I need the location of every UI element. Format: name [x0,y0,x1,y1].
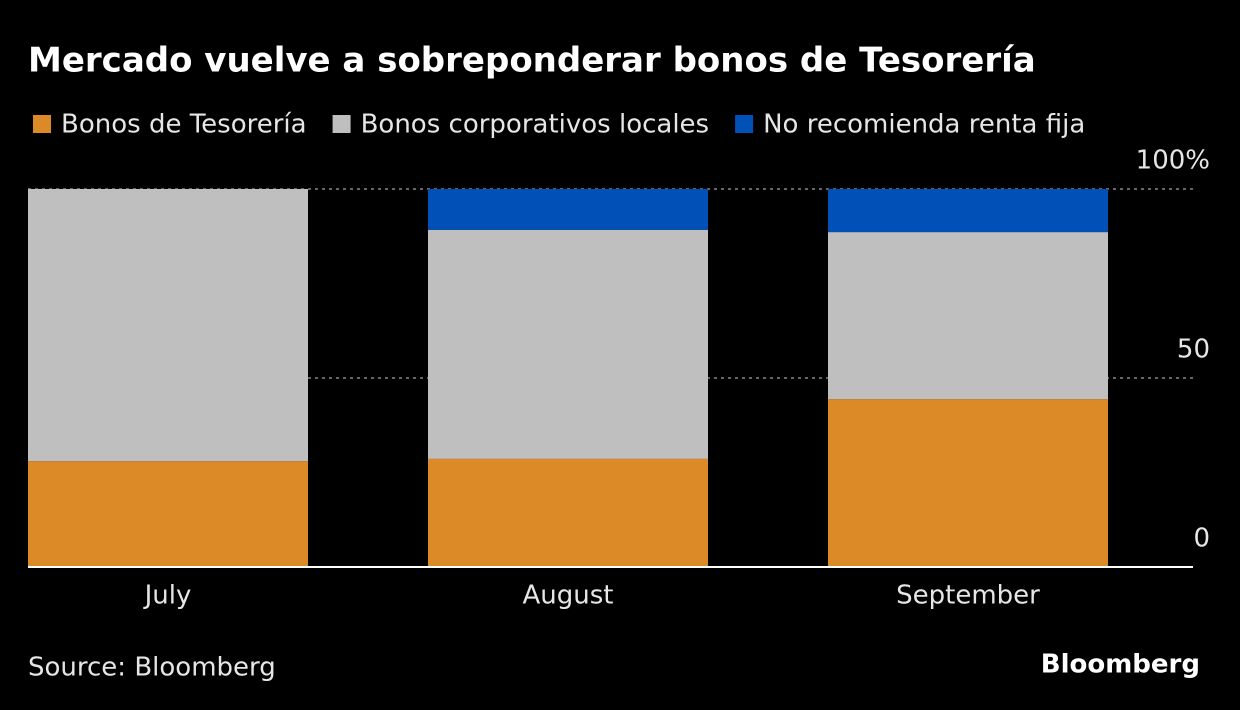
bar-segment [428,458,708,567]
bar-segment [428,189,708,230]
bar-segment [428,229,708,459]
bar-segment [28,461,308,567]
bar-segment [828,232,1108,400]
x-tick-label: September [896,581,1040,611]
x-tick-label: July [143,581,192,611]
legend-swatch [735,115,754,133]
legend-label: Bonos de Tesorería [61,110,307,140]
chart-title: Mercado vuelve a sobreponderar bonos de … [28,41,1036,81]
bar-segment [28,189,308,462]
x-tick-label: August [523,581,614,611]
legend-label: No recomienda renta fija [763,110,1085,140]
brand: Bloomberg [1041,650,1200,680]
legend-label: Bonos corporativos locales [361,110,710,140]
legend-swatch [332,115,351,133]
bar-segment [828,189,1108,233]
source: Source: Bloomberg [28,653,276,683]
y-tick-label: 50 [1177,335,1210,365]
bar-segment [828,399,1108,567]
y-tick-label: 100% [1136,146,1210,176]
y-tick-label: 0 [1193,524,1210,554]
legend-swatch [33,115,51,133]
